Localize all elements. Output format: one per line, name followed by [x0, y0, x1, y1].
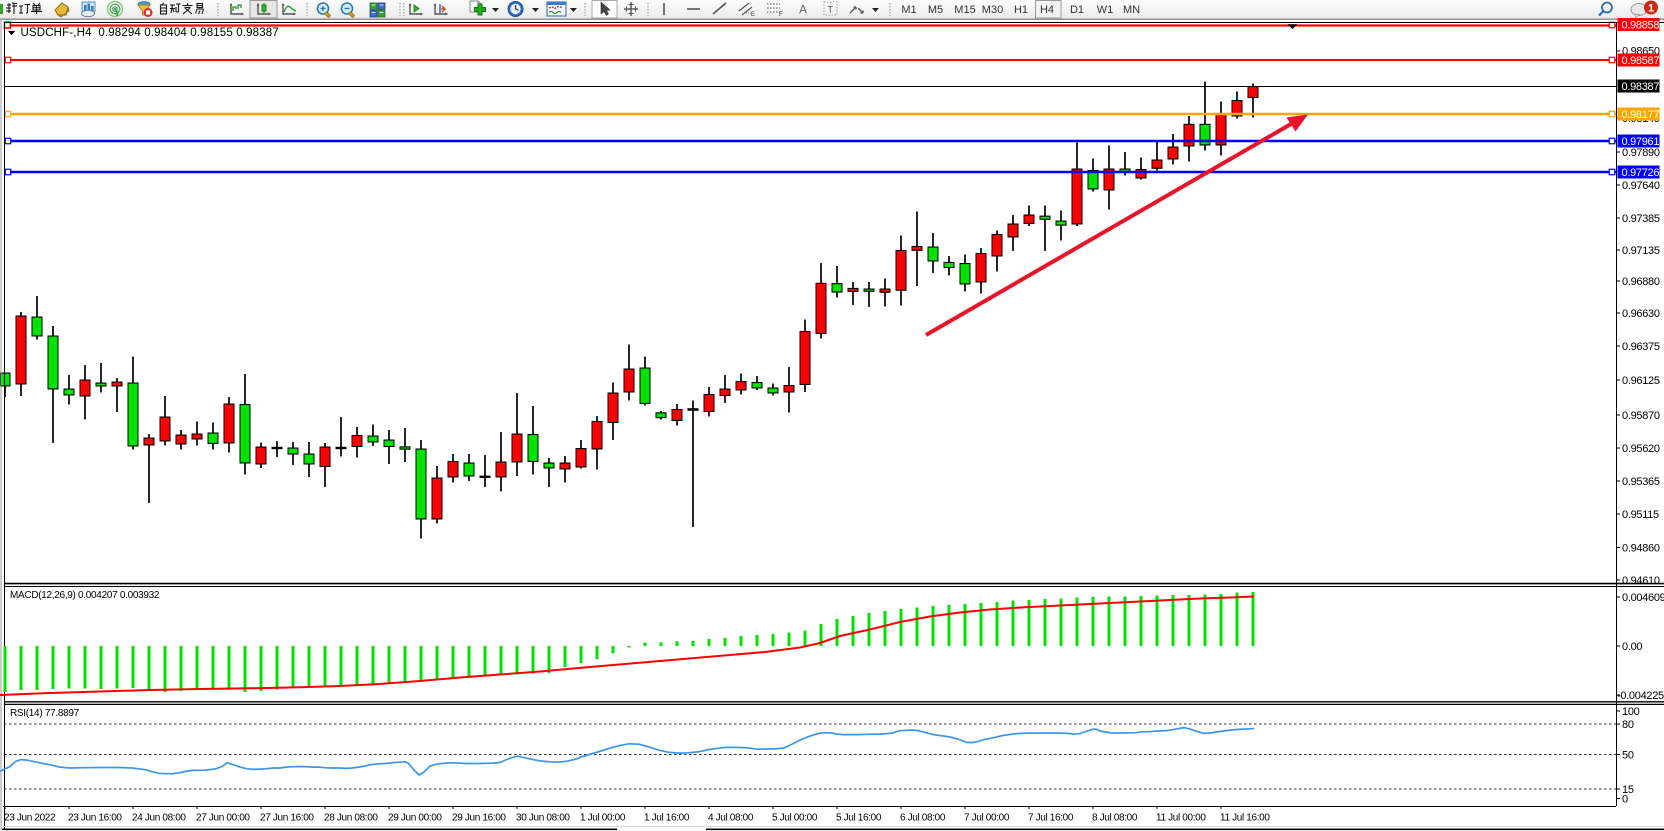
svg-text:23 Jun 16:00: 23 Jun 16:00 [68, 813, 122, 824]
svg-text:USDCHF-,H4 0.98294 0.98404 0.: USDCHF-,H4 0.98294 0.98404 0.98155 0.983… [21, 27, 279, 39]
svg-text:30 Jun 08:00: 30 Jun 08:00 [516, 813, 570, 824]
svg-text:0.95870: 0.95870 [1622, 410, 1660, 422]
svg-text:0.97385: 0.97385 [1622, 213, 1660, 225]
svg-text:7 Jul 00:00: 7 Jul 00:00 [964, 813, 1010, 824]
svg-text:80: 80 [1622, 719, 1634, 731]
svg-text:M5: M5 [928, 4, 943, 16]
svg-text:6 Jul 08:00: 6 Jul 08:00 [900, 813, 946, 824]
svg-text:0.96880: 0.96880 [1622, 276, 1660, 288]
svg-text:4 Jul 08:00: 4 Jul 08:00 [708, 813, 754, 824]
svg-text:M15: M15 [954, 4, 975, 16]
svg-text:0.97135: 0.97135 [1622, 245, 1660, 257]
svg-text:1: 1 [1648, 3, 1654, 15]
svg-text:23 Jun 2022: 23 Jun 2022 [4, 813, 56, 824]
svg-text:0.95620: 0.95620 [1622, 443, 1660, 455]
svg-text:D1: D1 [1070, 4, 1084, 16]
svg-text:1 Jul 16:00: 1 Jul 16:00 [644, 813, 690, 824]
svg-text:A: A [799, 3, 807, 17]
svg-text:-0.004225: -0.004225 [1617, 690, 1664, 702]
svg-text:0.98177: 0.98177 [1622, 109, 1660, 121]
svg-text:0.95365: 0.95365 [1622, 476, 1660, 488]
svg-text:0.96375: 0.96375 [1622, 341, 1660, 353]
svg-text:M1: M1 [901, 4, 916, 16]
svg-text:0.96630: 0.96630 [1622, 308, 1660, 320]
svg-text:100: 100 [1622, 706, 1640, 718]
svg-text:15: 15 [1622, 784, 1634, 796]
svg-text:5 Jul 16:00: 5 Jul 16:00 [836, 813, 882, 824]
svg-text:11 Jul 16:00: 11 Jul 16:00 [1220, 813, 1270, 824]
svg-text:M30: M30 [982, 4, 1003, 16]
svg-text:27 Jun 16:00: 27 Jun 16:00 [260, 813, 314, 824]
svg-text:8 Jul 08:00: 8 Jul 08:00 [1092, 813, 1138, 824]
svg-text:29 Jun 00:00: 29 Jun 00:00 [388, 813, 442, 824]
svg-text:0.97726: 0.97726 [1622, 167, 1660, 179]
svg-text:MN: MN [1123, 4, 1140, 16]
svg-text:0.94860: 0.94860 [1622, 542, 1660, 554]
svg-text:24 Jun 08:00: 24 Jun 08:00 [132, 813, 186, 824]
svg-text:0.004609: 0.004609 [1622, 592, 1664, 604]
svg-text:7 Jul 16:00: 7 Jul 16:00 [1028, 813, 1074, 824]
svg-text:0.94610: 0.94610 [1622, 575, 1660, 587]
svg-text:RSI(14) 77.8897: RSI(14) 77.8897 [10, 708, 80, 719]
svg-text:H1: H1 [1014, 4, 1028, 16]
svg-text:H4: H4 [1040, 4, 1054, 16]
svg-text:T: T [828, 5, 834, 15]
svg-text:0: 0 [1622, 793, 1628, 805]
svg-text:0.95115: 0.95115 [1622, 509, 1659, 521]
svg-text:0.96125: 0.96125 [1622, 375, 1660, 387]
svg-text:11 Jul 00:00: 11 Jul 00:00 [1156, 813, 1206, 824]
svg-text:1 Jul 00:00: 1 Jul 00:00 [580, 813, 626, 824]
svg-text:E: E [751, 12, 755, 18]
svg-text:0.97961: 0.97961 [1622, 136, 1660, 148]
svg-text:0.98387: 0.98387 [1622, 81, 1660, 93]
svg-text:0.98587: 0.98587 [1622, 55, 1660, 67]
svg-text:28 Jun 08:00: 28 Jun 08:00 [324, 813, 378, 824]
svg-text:0.00: 0.00 [1622, 641, 1642, 653]
svg-text:MACD(12,26,9) 0.004207 0.00393: MACD(12,26,9) 0.004207 0.003932 [10, 590, 160, 601]
svg-text:0.97890: 0.97890 [1622, 147, 1660, 159]
svg-text:50: 50 [1622, 749, 1634, 761]
svg-text:F: F [779, 12, 783, 18]
svg-text:0.97640: 0.97640 [1622, 180, 1660, 192]
svg-text:W1: W1 [1097, 4, 1114, 16]
svg-text:27 Jun 00:00: 27 Jun 00:00 [196, 813, 250, 824]
svg-text:0.98858: 0.98858 [1622, 20, 1660, 32]
svg-text:29 Jun 16:00: 29 Jun 16:00 [452, 813, 506, 824]
svg-text:5 Jul 00:00: 5 Jul 00:00 [772, 813, 818, 824]
